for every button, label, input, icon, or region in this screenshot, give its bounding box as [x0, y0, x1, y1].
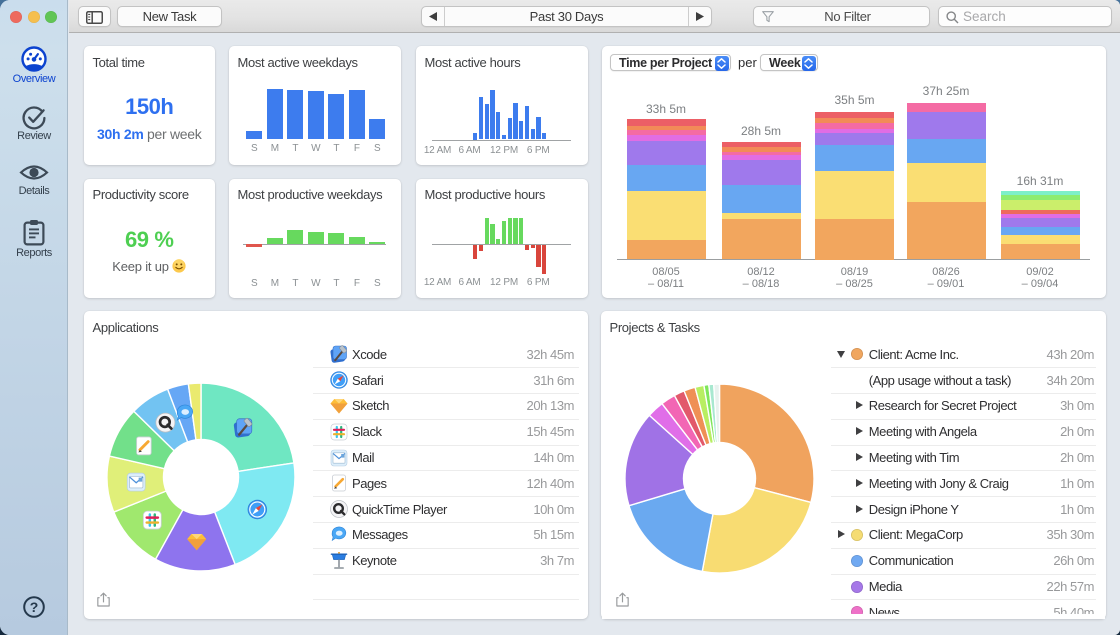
- svg-text:?: ?: [30, 599, 39, 615]
